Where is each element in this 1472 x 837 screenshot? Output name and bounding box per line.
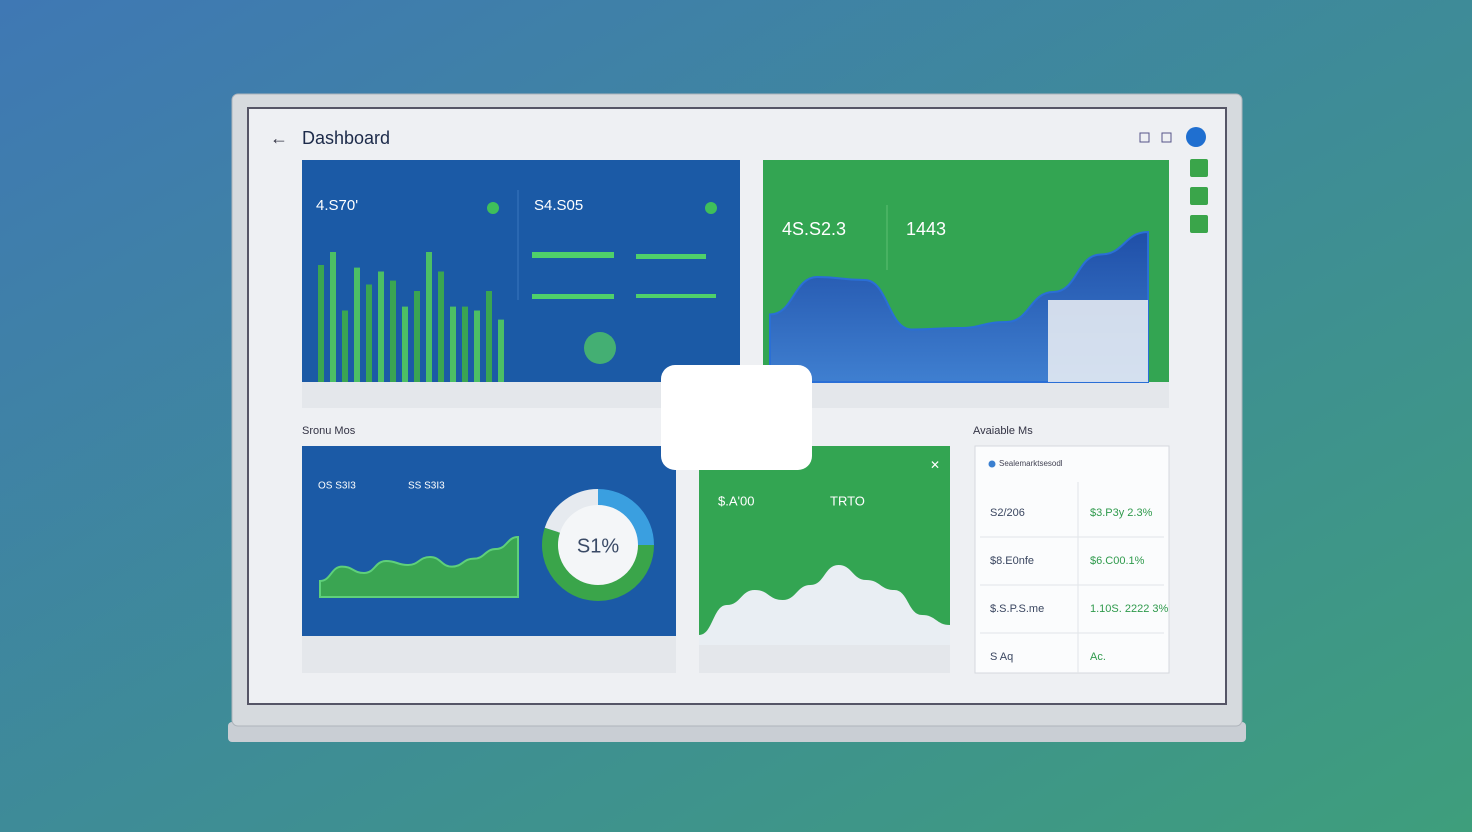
progress	[532, 252, 614, 258]
area-chart	[319, 535, 519, 598]
bar	[486, 291, 492, 382]
bar	[498, 319, 504, 382]
donut-segment	[544, 489, 599, 534]
page-title: Dashboard	[302, 128, 390, 148]
progress	[636, 254, 706, 259]
progress	[532, 294, 614, 299]
table-cell: $8.E0nfe	[990, 555, 1034, 567]
donut-segment	[542, 527, 654, 601]
metric: $.A'00	[718, 493, 754, 508]
bar	[414, 291, 420, 382]
area-chart	[699, 565, 950, 645]
bar	[366, 284, 372, 382]
donut-segment	[597, 489, 654, 546]
table-cell: 1.10S. 2222 3%	[1090, 603, 1169, 615]
table-panel	[974, 445, 1170, 674]
bar	[342, 310, 348, 382]
table-cell: $.S.P.S.me	[990, 603, 1044, 615]
side-button[interactable]	[1190, 159, 1208, 177]
table-cell: Ac.	[1090, 651, 1106, 663]
metric: OS S3I3	[318, 481, 356, 492]
metric: 4.S70'	[316, 197, 358, 214]
progress	[636, 294, 716, 298]
metric: 1443	[906, 219, 946, 239]
table-title: Sealemarktsesodl	[999, 459, 1063, 468]
list-icon[interactable]	[1161, 132, 1172, 143]
back-arrow[interactable]: ←	[270, 128, 288, 148]
area-highlight	[1048, 300, 1148, 382]
metric: S4.S05	[534, 197, 583, 214]
overlay-card[interactable]	[661, 365, 812, 470]
bar	[354, 267, 360, 382]
section-label: Avaiable Ms	[973, 425, 1033, 437]
status-dot	[705, 202, 717, 214]
table-icon	[988, 460, 996, 468]
bar	[450, 306, 456, 382]
grid-icon[interactable]	[1139, 132, 1150, 143]
monitor-stand	[228, 722, 1246, 742]
metric: SS S3I3	[408, 481, 445, 492]
table-cell: S2/206	[990, 507, 1025, 519]
table-cell: S Aq	[990, 651, 1013, 663]
table-cell: $6.C00.1%	[1090, 555, 1145, 567]
bar	[330, 252, 336, 382]
side-button[interactable]	[1190, 187, 1208, 205]
status-dot	[487, 202, 499, 214]
bar	[378, 271, 384, 382]
metric: 4S.S2.3	[782, 219, 846, 239]
bar	[474, 310, 480, 382]
donut-label: S1%	[577, 535, 619, 557]
glow-dot	[584, 332, 616, 364]
metric: TRTO	[830, 493, 865, 508]
bar	[390, 280, 396, 382]
bar	[318, 265, 324, 382]
table-cell: $3.P3y 2.3%	[1090, 507, 1153, 519]
bar	[426, 252, 432, 382]
donut-hole	[556, 503, 640, 587]
bar	[438, 271, 444, 382]
section-label: Sronu Mos	[302, 425, 356, 437]
sales-panel	[302, 160, 740, 382]
close-button[interactable]: ✕	[930, 458, 940, 472]
bar	[462, 306, 468, 382]
side-button[interactable]	[1190, 215, 1208, 233]
bar	[402, 306, 408, 382]
logo	[1186, 127, 1206, 147]
